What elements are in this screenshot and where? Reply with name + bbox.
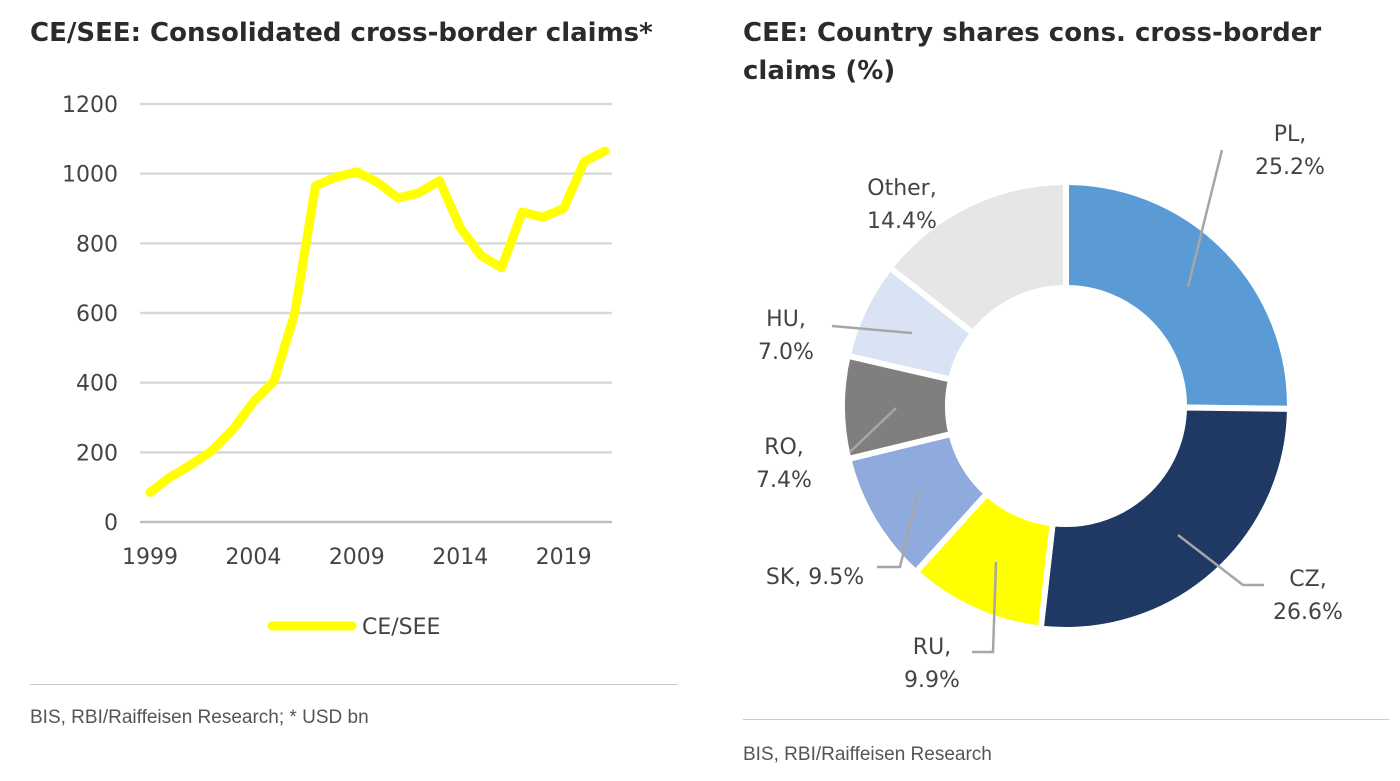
left-source-note: BIS, RBI/Raiffeisen Research; * USD bn <box>30 707 369 728</box>
right-divider <box>743 719 1389 720</box>
left-chart-title: CE/SEE: Consolidated cross-border claims… <box>30 18 653 48</box>
slice-label-ro: RO, 7.4% <box>756 435 812 493</box>
leader-line-pl <box>1186 149 1224 288</box>
x-tick-label: 2019 <box>536 545 592 570</box>
right-chart-title: CEE: Country shares cons. cross-border c… <box>743 18 1322 86</box>
leader-line-ru <box>972 561 998 654</box>
leader-line-ro <box>849 407 897 453</box>
slice-label-cz: CZ, 26.6% <box>1273 567 1343 625</box>
left-divider <box>30 684 678 685</box>
donut-slice-pl <box>1063 178 1293 412</box>
line-chart-legend: CE/SEE <box>267 615 440 640</box>
donut-labels: PL, 25.2% CZ, 26.6% RU, 9.9% SK, 9.5% RO, 7.4% HU… <box>756 122 1343 693</box>
line-chart-y-axis: 0 200 400 600 800 1000 1200 <box>62 93 118 536</box>
slice-label-other: Other, 14.4% <box>867 176 937 234</box>
line-chart: 0 200 400 600 800 1000 1200 1999 2004 2009 2014 20… <box>62 93 612 640</box>
donut-slice-cz <box>1037 404 1294 633</box>
series-line-ce-see <box>145 146 610 497</box>
y-tick-label: 200 <box>76 441 118 466</box>
y-tick-label: 0 <box>104 511 118 536</box>
y-tick-label: 1200 <box>62 93 118 118</box>
x-tick-label: 2014 <box>432 545 488 570</box>
donut-chart: PL, 25.2% CZ, 26.6% RU, 9.9% SK, 9.5% RO, 7.4% HU… <box>756 122 1343 693</box>
line-chart-grid <box>140 102 612 524</box>
donut-slices <box>839 178 1294 633</box>
slice-label-ru: RU, 9.9% <box>904 635 960 693</box>
donut-leader-lines <box>831 149 1264 654</box>
x-tick-label: 2004 <box>225 545 281 570</box>
line-chart-series <box>145 146 610 497</box>
x-tick-label: 1999 <box>122 545 178 570</box>
line-chart-x-axis: 1999 2004 2009 2014 2019 <box>122 545 592 570</box>
slice-label-sk: SK, 9.5% <box>766 565 864 590</box>
leader-line-hu <box>831 324 913 335</box>
legend-label: CE/SEE <box>362 615 440 640</box>
y-tick-label: 800 <box>76 232 118 257</box>
donut-slice-other <box>885 178 1069 338</box>
slice-label-pl: PL, 25.2% <box>1255 122 1325 180</box>
y-tick-label: 600 <box>76 302 118 327</box>
right-source-note: BIS, RBI/Raiffeisen Research <box>743 744 992 765</box>
x-tick-label: 2009 <box>329 545 385 570</box>
leader-line-cz <box>1177 534 1264 587</box>
y-tick-label: 400 <box>76 372 118 397</box>
leader-line-sk <box>877 491 920 569</box>
slice-label-hu: HU, 7.0% <box>758 307 814 365</box>
y-tick-label: 1000 <box>62 163 118 188</box>
